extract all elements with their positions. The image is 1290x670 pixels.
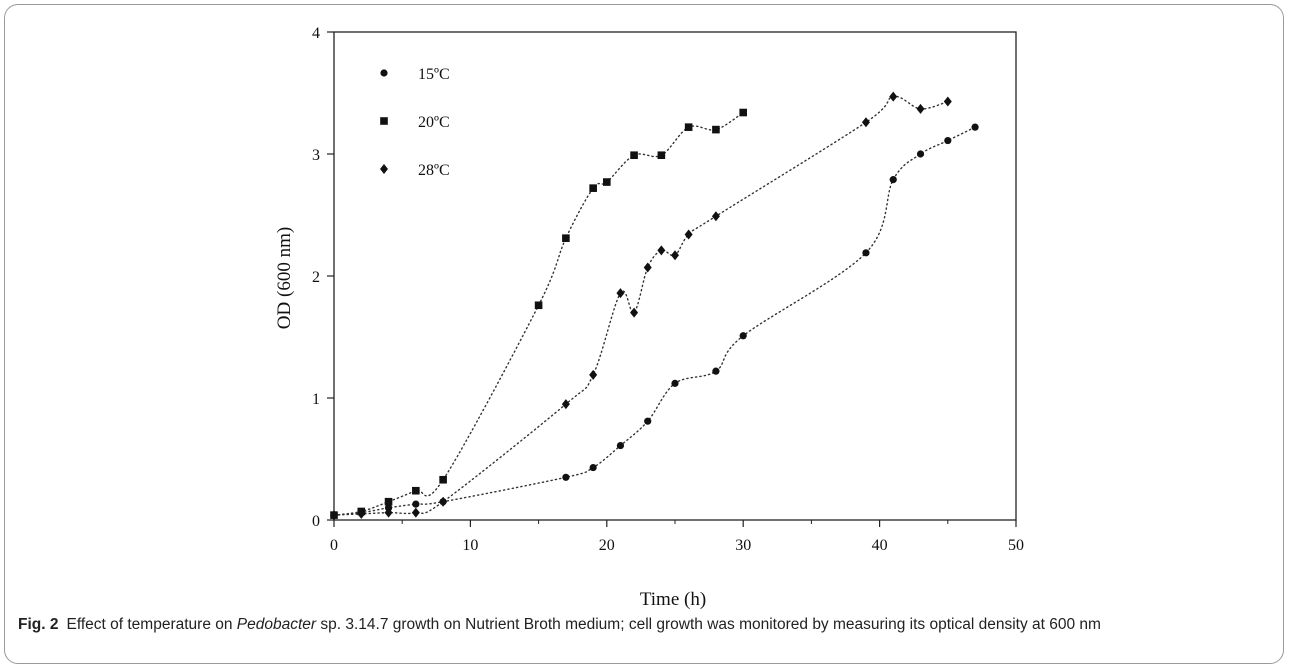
data-point-diamond	[657, 245, 666, 256]
x-tick-label: 20	[599, 537, 615, 554]
trend-lines	[333, 95, 976, 516]
data-point-circle	[916, 150, 925, 158]
y-axis-label: OD (600 nm)	[274, 227, 295, 329]
trend-line-diamond	[333, 95, 949, 516]
data-point-circle	[889, 176, 897, 184]
data-point-circle	[412, 500, 420, 508]
legend-marker-circle	[380, 69, 388, 77]
data-point-circle	[944, 136, 952, 145]
data-point-diamond	[589, 369, 598, 380]
figure-caption: Fig. 2 Effect of temperature on Pedobacte…	[18, 614, 1268, 636]
legend-label: 20ºC	[418, 114, 450, 131]
data-point-square	[589, 184, 597, 192]
figure-frame	[4, 4, 1284, 664]
data-point-square	[603, 178, 611, 186]
x-tick-label: 50	[1008, 537, 1024, 554]
legend-marker-square	[380, 117, 388, 125]
data-point-diamond	[671, 250, 679, 261]
caption-text-start: Effect of temperature on	[66, 616, 237, 633]
figure-number: Fig. 2	[18, 616, 59, 633]
caption-organism: Pedobacter	[236, 616, 317, 633]
data-point-diamond	[861, 117, 870, 128]
trend-line-circle	[333, 126, 976, 516]
data-point-diamond	[943, 96, 952, 107]
y-tick-label: 0	[312, 513, 320, 530]
caption-text-end: sp. 3.14.7 growth on Nutrient Broth medi…	[316, 616, 1101, 633]
y-tick-label: 4	[312, 25, 320, 42]
legend-label: 15ºC	[418, 66, 450, 83]
data-point-square	[384, 497, 393, 506]
data-point-diamond	[411, 507, 420, 518]
trend-line-square	[333, 111, 744, 516]
data-point-circle	[712, 367, 720, 375]
x-tick-label: 0	[330, 537, 338, 554]
data-point-diamond	[439, 496, 448, 507]
data-point-circle	[616, 441, 625, 450]
data-point-diamond	[711, 211, 720, 222]
legend-label: 28ºC	[418, 162, 450, 179]
data-point-circle	[589, 463, 597, 472]
chart-axes: 0 10 20 30 40 50 0 1 2 3 4	[312, 25, 1024, 554]
data-point-diamond	[889, 91, 898, 102]
data-point-square	[562, 234, 570, 242]
data-point-circle	[644, 417, 652, 425]
y-tick-label: 2	[312, 269, 320, 286]
data-point-square	[534, 301, 543, 310]
y-tick-label: 3	[312, 147, 320, 164]
legend-marker-diamond	[380, 164, 388, 174]
x-tick-label: 10	[462, 537, 478, 554]
data-point-circle	[862, 249, 870, 257]
data-points	[330, 91, 979, 521]
data-point-square	[739, 108, 747, 117]
x-tick-label: 40	[872, 537, 888, 554]
data-point-square	[439, 475, 447, 484]
plot-area-border	[333, 31, 1017, 521]
data-point-circle	[739, 332, 747, 340]
data-point-square	[412, 486, 420, 495]
data-point-square	[684, 123, 693, 131]
data-point-diamond	[357, 508, 366, 519]
x-tick-label: 30	[735, 537, 751, 554]
data-point-diamond	[330, 510, 338, 521]
data-point-diamond	[561, 399, 570, 410]
data-point-diamond	[916, 103, 925, 114]
data-point-circle	[971, 123, 979, 131]
x-axis-label: Time (h)	[640, 589, 706, 610]
data-point-square	[712, 125, 720, 134]
data-point-circle	[562, 473, 570, 481]
data-point-square	[630, 151, 638, 160]
data-point-diamond	[643, 262, 652, 273]
data-point-circle	[671, 379, 679, 387]
y-tick-label: 1	[312, 391, 320, 408]
data-point-diamond	[616, 288, 625, 299]
data-point-diamond	[684, 229, 693, 240]
data-point-diamond	[630, 307, 639, 318]
legend: 15ºC 20ºC 28ºC	[380, 66, 450, 179]
data-point-diamond	[384, 507, 393, 518]
data-point-square	[657, 151, 666, 160]
